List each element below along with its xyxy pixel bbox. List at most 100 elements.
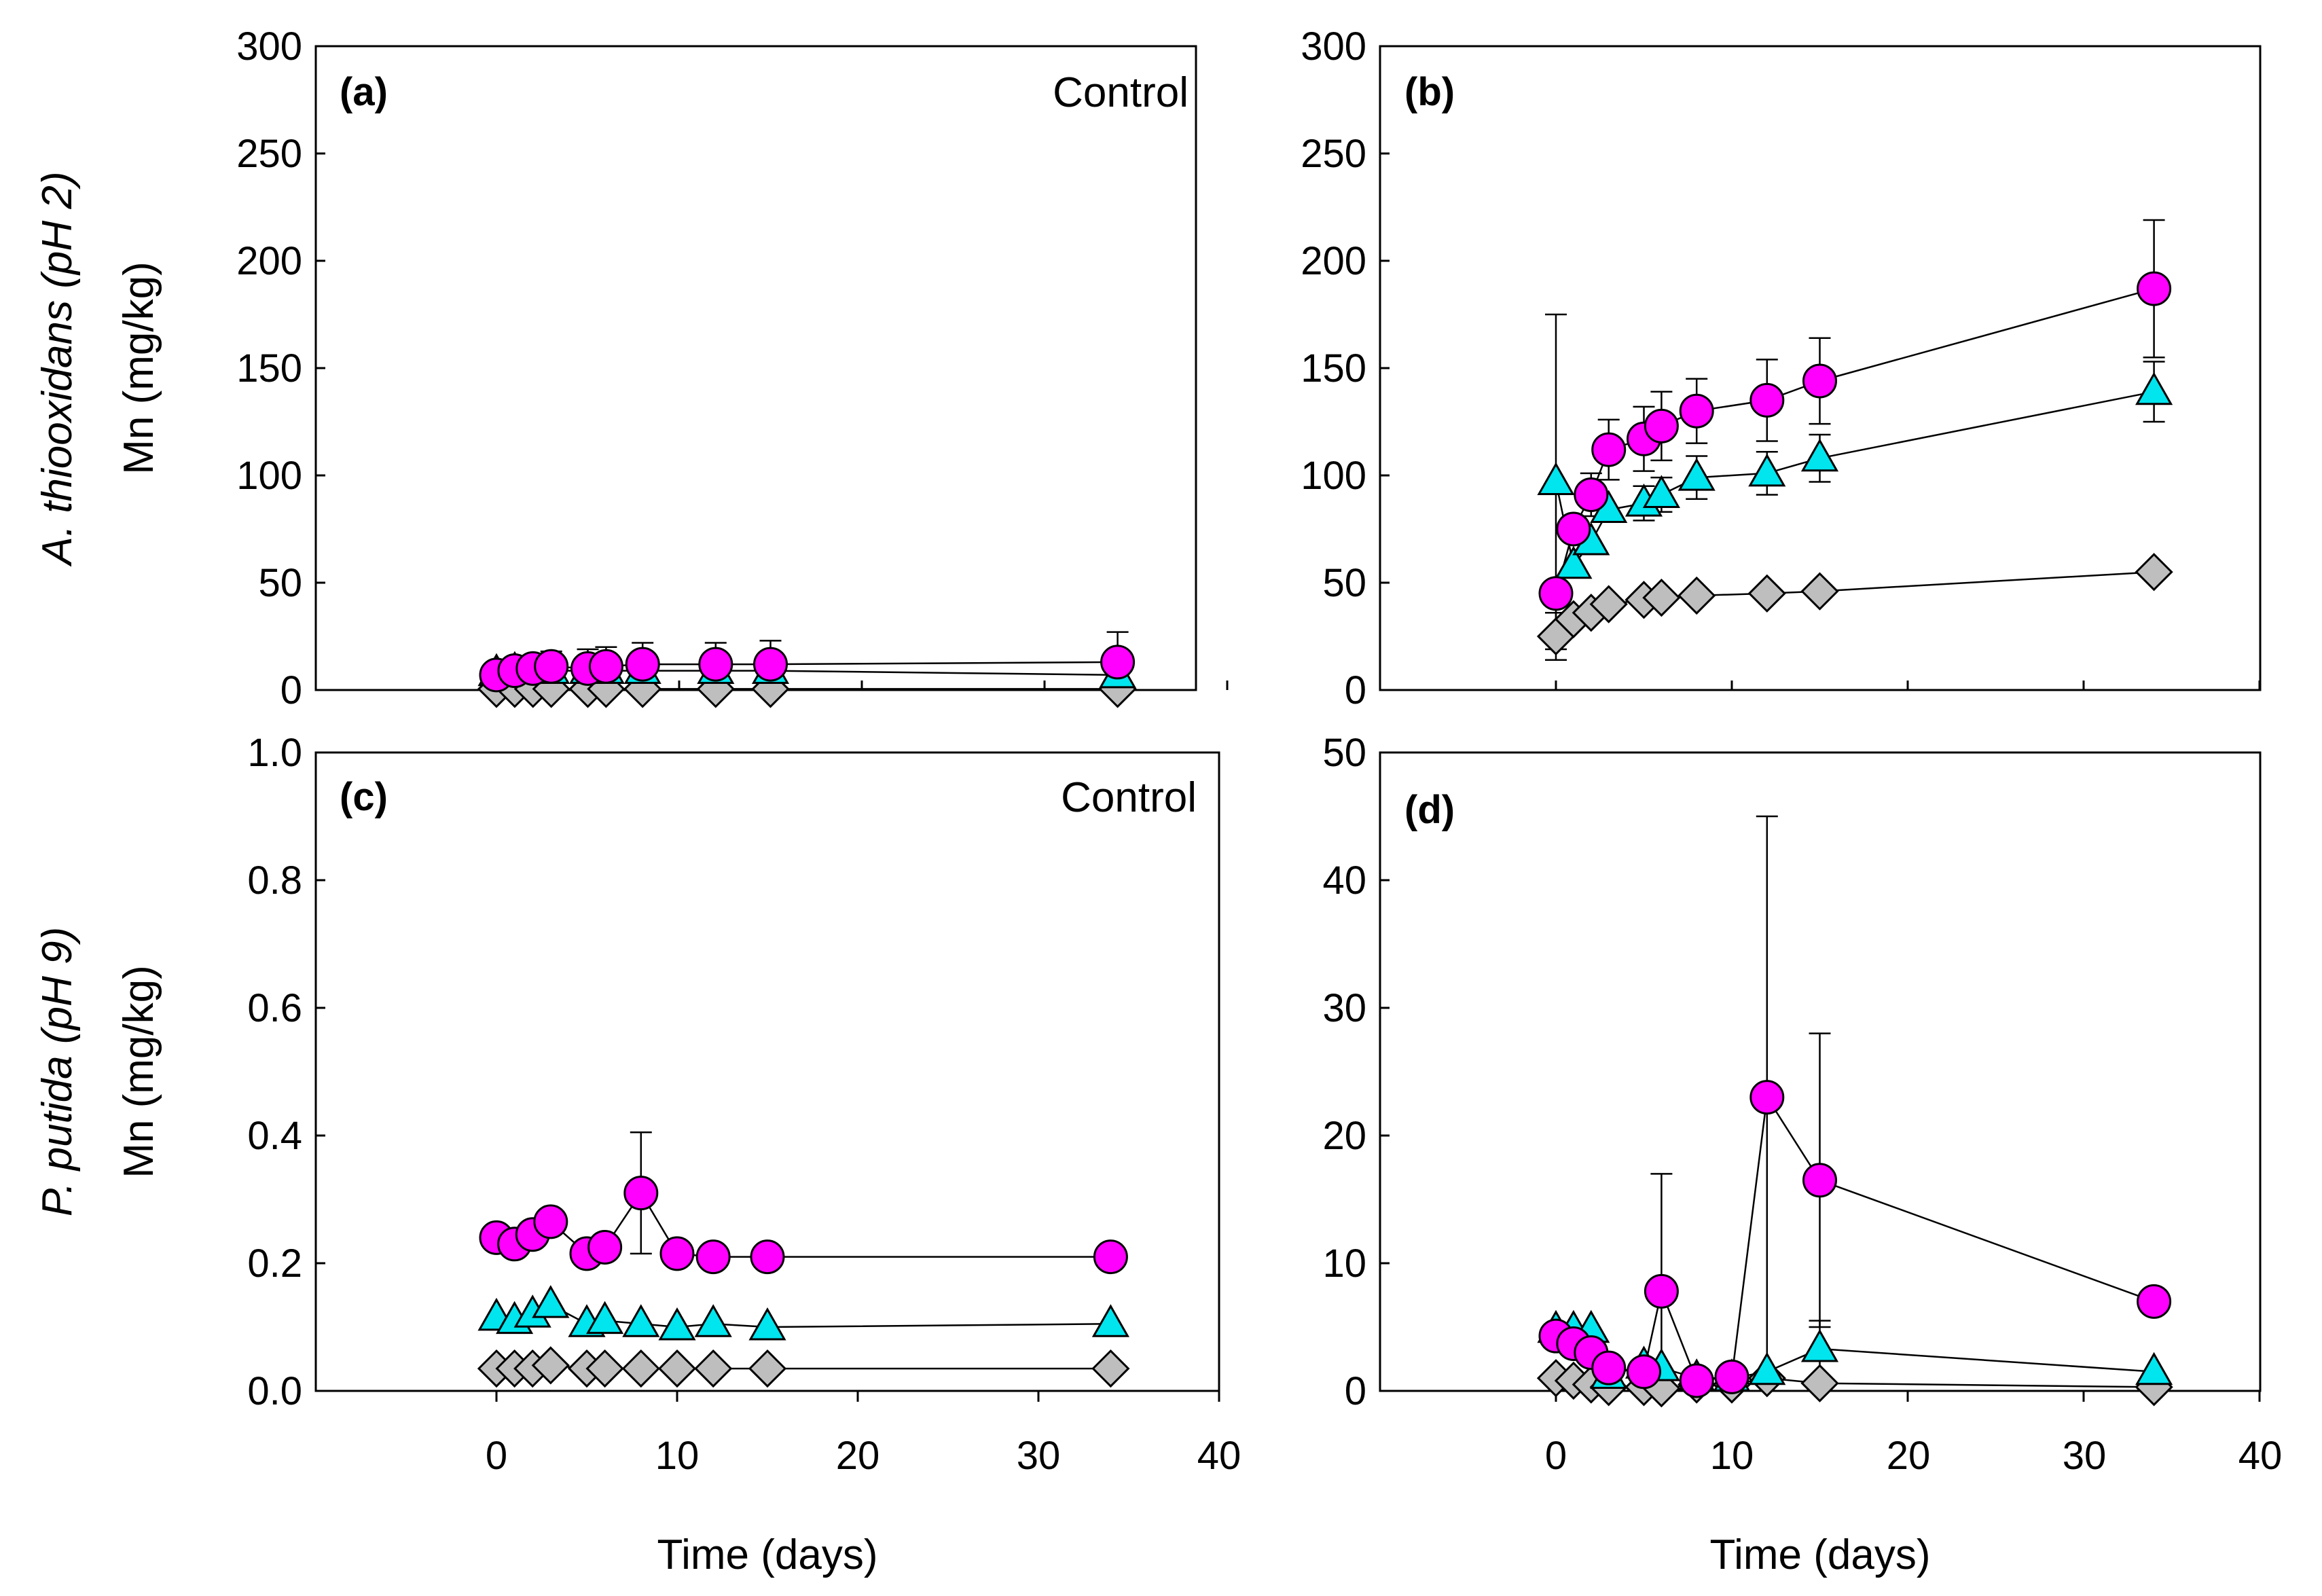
data-point-triangle: [2135, 1352, 2173, 1385]
panel-label: (d): [1404, 788, 1455, 832]
data-point-triangle: [532, 1285, 570, 1318]
data-point-diamond: [657, 1349, 697, 1388]
x-tick-label: 30: [2063, 1434, 2107, 1478]
panel-label: (b): [1404, 70, 1455, 114]
y-tick-label: 0.4: [247, 1114, 302, 1158]
data-point-triangle: [1800, 438, 1839, 472]
panel-label: (a): [340, 70, 388, 114]
data-point-triangle: [658, 1307, 696, 1341]
data-layer-b: [1380, 45, 2261, 691]
data-point-triangle: [1748, 1352, 1786, 1385]
y-tick-labels: 0.0 0.2 0.4 0.6 0.8 1.0: [247, 731, 302, 1413]
y-tick-labels: 0 10 20 30 40 50: [1322, 731, 1366, 1413]
data-point-circle: [1574, 477, 1609, 512]
x-tick-label: 40: [1197, 1434, 1241, 1478]
x-tick-label: 20: [1887, 1434, 1931, 1478]
series-line-circle: [1555, 1095, 2155, 1382]
ph-label: (pH 2): [34, 172, 81, 289]
panel-a: (a) Control 0 50 100 150 200 250 300 A. …: [34, 24, 1197, 712]
y-tick-label: 40: [1322, 858, 1366, 903]
data-point-circle: [1591, 1350, 1627, 1385]
y-tick-label: 200: [1301, 239, 1366, 283]
y-tick-label: 0: [1345, 1369, 1366, 1413]
data-layer-d: [1380, 751, 2261, 1408]
y-axis-title: Mn (mg/kg): [115, 261, 162, 474]
data-point-circle: [1802, 1163, 1837, 1198]
y-axis-title-a: A. thiooxidans (pH 2) Mn (mg/kg): [34, 172, 162, 568]
organism-name: A. thiooxidans: [34, 300, 81, 567]
data-point-diamond: [1747, 574, 1786, 613]
data-point-circle: [533, 1204, 568, 1239]
data-point-triangle: [1677, 458, 1716, 491]
y-tick-label: 100: [236, 454, 302, 498]
y-tick-label: 300: [236, 24, 302, 69]
y-tick-label: 0.0: [247, 1369, 302, 1413]
x-tick-label: 20: [836, 1434, 880, 1478]
y-tick-label: 150: [1301, 346, 1366, 391]
data-layer-a: [316, 45, 1229, 708]
ph-label: (pH 9): [34, 927, 81, 1044]
data-point-triangle: [622, 1304, 660, 1337]
y-tick-label: 0.2: [247, 1241, 302, 1286]
organism-name: P. putida: [34, 1055, 81, 1216]
y-tick-label: 0: [280, 668, 302, 712]
x-tick-labels: 0 10 20 30 40: [486, 1434, 1241, 1478]
data-point-triangle: [1537, 462, 1575, 495]
control-label: Control: [1061, 774, 1197, 821]
x-tick-label: 0: [1545, 1434, 1567, 1478]
data-point-circle: [1749, 1080, 1785, 1115]
x-tick-label: 40: [2238, 1434, 2283, 1478]
control-label: Control: [1053, 69, 1189, 116]
y-tick-label: 50: [258, 561, 302, 605]
y-tick-label: 250: [1301, 132, 1366, 176]
data-point-circle: [588, 649, 623, 684]
x-tick-label: 0: [486, 1434, 507, 1478]
data-point-circle: [1802, 363, 1837, 399]
x-tick-label: 30: [1017, 1434, 1061, 1478]
data-point-circle: [1749, 382, 1785, 418]
y-axis-organism-label: P. putida (pH 9): [34, 927, 81, 1216]
y-tick-label: 0: [1345, 668, 1366, 712]
data-point-triangle: [1555, 545, 1593, 579]
y-tick-label: 0.6: [247, 986, 302, 1030]
x-tick-labels: 0 10 20 30 40: [1545, 1434, 2282, 1478]
y-tick-labels: 0 50 100 150 200 250 300: [236, 24, 302, 712]
y-tick-label: 150: [236, 346, 302, 391]
data-point-circle: [659, 1236, 695, 1271]
data-point-triangle: [1642, 475, 1680, 508]
data-point-triangle: [1800, 1328, 1839, 1362]
y-axis-organism-label: A. thiooxidans (pH 2): [34, 172, 81, 568]
x-tick-label: 10: [1710, 1434, 1754, 1478]
data-point-circle: [625, 647, 660, 682]
data-point-diamond: [694, 1349, 733, 1388]
data-point-circle: [1679, 393, 1714, 429]
data-point-triangle: [1748, 453, 1786, 487]
series-line-triangle: [1555, 391, 2154, 568]
data-point-diamond: [531, 1346, 570, 1385]
data-point-circle: [2137, 271, 2172, 306]
data-point-triangle: [586, 1301, 624, 1335]
x-axis-title: Time (days): [657, 1531, 878, 1578]
data-point-circle: [1591, 432, 1627, 467]
data-point-circle: [1556, 511, 1591, 547]
data-point-triangle: [748, 1307, 786, 1341]
data-point-circle: [534, 649, 569, 684]
y-tick-label: 200: [236, 239, 302, 283]
data-point-circle: [695, 1239, 731, 1275]
data-point-circle: [1093, 1239, 1128, 1275]
y-tick-label: 250: [236, 132, 302, 176]
y-tick-label: 100: [1301, 454, 1366, 498]
data-point-triangle: [2135, 371, 2173, 405]
data-point-diamond: [1800, 572, 1839, 611]
data-point-circle: [1679, 1363, 1714, 1398]
data-point-diamond: [1589, 585, 1628, 623]
y-tick-label: 50: [1322, 731, 1366, 775]
data-point-circle: [698, 647, 733, 682]
data-point-diamond: [585, 1349, 624, 1388]
panel-d: (d) 0 10 20 30 40 50 0 10 20 30 40 Time …: [1322, 731, 2282, 1578]
panel-b: (b) 0 50 100 150 200 250 300: [1301, 24, 2262, 712]
data-point-circle: [2137, 1284, 2172, 1319]
data-point-triangle: [1091, 1304, 1129, 1337]
data-point-circle: [750, 1239, 785, 1275]
